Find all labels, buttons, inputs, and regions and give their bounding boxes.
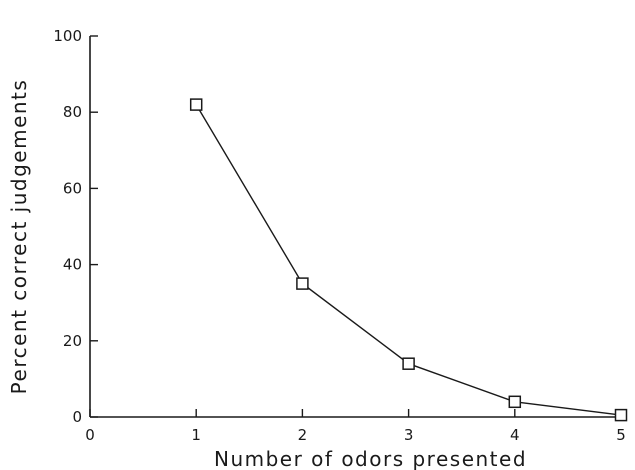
y-tick-label: 0 [72,408,82,426]
x-tick-label: 2 [298,426,308,444]
y-tick-label: 80 [63,103,82,121]
y-axis-title: Percent correct judgements [7,79,31,395]
y-axis-ticks: 0 20 40 60 80 100 [53,27,98,426]
axes [89,36,621,418]
data-point-marker [189,98,203,111]
series-layer [189,98,628,422]
x-tick-label: 0 [85,426,95,444]
x-axis-title: Number of odors presented [214,447,527,470]
y-tick-label: 100 [53,27,82,45]
x-axis-ticks: 0 1 2 3 4 5 [85,409,626,444]
x-tick-label: 3 [404,426,414,444]
y-tick-label: 20 [63,332,82,350]
x-tick-label: 4 [510,426,520,444]
x-tick-label: 5 [616,426,626,444]
y-tick-label: 60 [63,179,82,197]
data-point-marker [402,357,415,370]
data-point-marker [508,395,522,409]
y-tick-label: 40 [63,256,82,274]
data-point-marker [296,277,309,290]
x-tick-label: 1 [191,426,201,444]
data-point-marker [614,408,628,422]
